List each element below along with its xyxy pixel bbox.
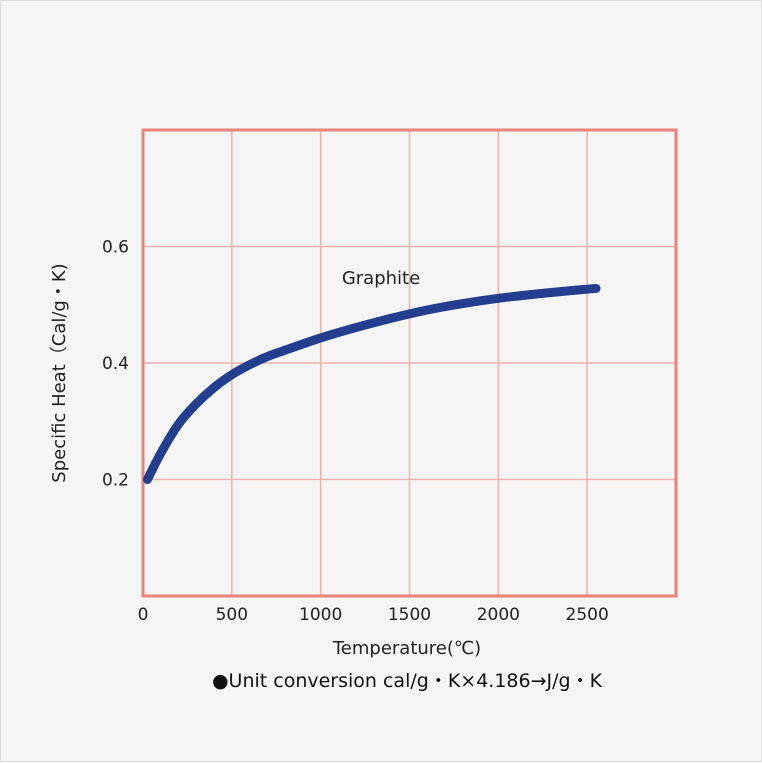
series-layer: Graphite — [142, 268, 601, 484]
y-tick-label: 0.2 — [102, 471, 129, 491]
x-tick-label: 2500 — [566, 605, 609, 625]
plot-area-border — [141, 128, 678, 598]
x-tick-label: 1500 — [388, 605, 431, 625]
x-tick-label: 1000 — [299, 605, 342, 625]
x-axis-ticks: 0 500 1000 1500 2000 2500 — [138, 605, 609, 625]
unit-conversion-note: ●Unit conversion cal/g・K×4.186→J/g・K — [212, 670, 603, 692]
y-tick-label: 0.6 — [102, 238, 129, 258]
y-tick-label: 0.4 — [102, 354, 129, 374]
x-tick-label: 0 — [138, 605, 149, 625]
y-axis-ticks: 0.2 0.4 0.6 — [102, 238, 129, 491]
grid — [143, 130, 676, 596]
series-line-graphite — [142, 283, 601, 484]
series-label-graphite: Graphite — [342, 268, 420, 289]
x-axis-label: Temperature(℃) — [332, 638, 481, 659]
x-tick-label: 500 — [216, 605, 248, 625]
x-tick-label: 2000 — [477, 605, 520, 625]
y-axis-label: Specific Heat（Cal/g・K) — [49, 263, 70, 482]
